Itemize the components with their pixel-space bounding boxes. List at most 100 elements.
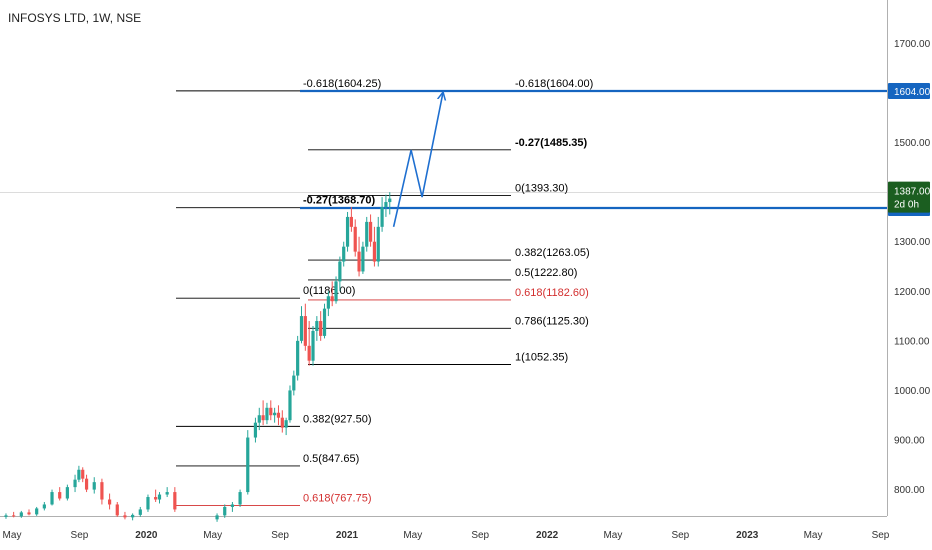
candle-body — [334, 281, 338, 302]
candle — [296, 335, 300, 381]
candle — [123, 511, 127, 520]
price-tick-label: 800.00 — [894, 485, 925, 496]
candle — [246, 430, 250, 495]
fib-level-label: 0(1186.00) — [303, 285, 355, 297]
candle — [42, 501, 46, 511]
bar-countdown-label: 2d 0h — [894, 200, 919, 211]
projection-arrow[interactable] — [392, 93, 443, 227]
candle — [257, 407, 261, 431]
fib-level-label: 0.786(1125.30) — [515, 315, 589, 327]
candle — [81, 467, 85, 483]
candle-body — [84, 478, 89, 490]
time-axis[interactable]: May Sep 2020 May Sep 2021 May Sep 2022 May Sep 2023… — [3, 530, 890, 541]
candle-body — [273, 412, 277, 416]
candle-body — [19, 512, 23, 517]
candle-body — [215, 515, 219, 520]
fib-level-label: 0.618(767.75) — [303, 493, 372, 505]
candle-body — [322, 308, 327, 336]
candle-body — [372, 241, 377, 262]
fib-retracement-2[interactable]: -0.618(1604.00) -0.27(1485.35) 0(1393.30) 0… — [308, 78, 593, 365]
candle — [131, 513, 135, 521]
candle — [376, 216, 380, 267]
candle-body — [280, 417, 284, 428]
candle-body — [4, 515, 8, 517]
candle — [342, 241, 346, 267]
candle — [319, 311, 323, 341]
price-axis[interactable]: 800.00 900.00 1000.00 1100.00 1200.00 1300.00… — [888, 39, 931, 496]
time-tick-label: 2023 — [736, 530, 759, 541]
time-tick-label: Sep — [671, 530, 689, 541]
time-tick-label: May — [203, 530, 222, 541]
candle-body — [342, 246, 346, 262]
candle — [353, 219, 357, 257]
candle — [273, 407, 277, 423]
candle-body — [35, 508, 39, 515]
candle — [388, 192, 392, 215]
candle-body — [42, 504, 46, 509]
candle — [380, 197, 384, 232]
candle-body — [288, 390, 292, 421]
candle — [100, 478, 104, 505]
candle — [365, 216, 369, 252]
candle-body — [230, 504, 235, 507]
candle-body — [357, 251, 361, 272]
price-marker-label: 1604.00 — [894, 87, 931, 98]
time-tick-label: 2021 — [336, 530, 359, 541]
candle-body — [368, 221, 373, 242]
candle — [157, 492, 162, 504]
fib-level-label: 0(1393.30) — [515, 182, 568, 194]
grid-layer — [0, 0, 888, 517]
candle — [357, 236, 361, 277]
candle — [165, 487, 169, 498]
candle-body — [50, 492, 54, 505]
candle — [334, 276, 338, 304]
time-tick-label: May — [804, 530, 823, 541]
fib-level-label: -0.27(1368.70) — [303, 195, 375, 207]
time-tick-label: 2022 — [536, 530, 559, 541]
time-tick-label: May — [603, 530, 622, 541]
time-tick-label: May — [3, 530, 22, 541]
last-price-marker[interactable]: 1387.00 2d 0h — [888, 181, 931, 213]
candle — [154, 489, 158, 502]
candle-body — [138, 509, 142, 515]
price-tick-label: 1100.00 — [894, 336, 930, 347]
price-tick-label: 1000.00 — [894, 386, 931, 397]
candle-body — [296, 340, 300, 376]
price-marker[interactable]: 1604.00 — [888, 83, 931, 99]
candle — [345, 211, 350, 252]
candle-body — [223, 506, 227, 516]
candle — [284, 417, 288, 436]
candle — [330, 281, 334, 307]
candle — [261, 400, 265, 426]
chart-title: INFOSYS LTD, 1W, NSE — [8, 11, 141, 25]
candle-body — [261, 415, 265, 421]
candle — [269, 400, 273, 421]
last-price-label: 1387.00 — [894, 187, 931, 198]
candle-body — [384, 202, 388, 208]
candle — [35, 506, 39, 516]
candle-body — [292, 375, 296, 391]
candle-body — [173, 492, 177, 510]
time-tick-label: Sep — [71, 530, 89, 541]
candle-body — [303, 316, 307, 346]
candle — [115, 501, 119, 517]
candle — [146, 494, 150, 512]
candle-body — [146, 497, 150, 510]
candle-body — [81, 469, 85, 479]
candle — [107, 493, 112, 510]
candle-body — [380, 207, 384, 227]
candle-body — [154, 497, 158, 500]
candle-body — [246, 437, 250, 493]
candle — [265, 402, 269, 425]
candle — [288, 385, 292, 423]
candle-body — [284, 420, 288, 428]
projection-path[interactable] — [392, 93, 443, 227]
candle-body — [123, 515, 127, 518]
candle-body — [299, 316, 304, 341]
candle — [253, 417, 258, 443]
candle-body — [319, 321, 323, 336]
fib-retracement-1[interactable]: -0.618(1604.25) -0.27(1368.70) 0(1186.00) 0… — [176, 78, 381, 507]
candle-body — [165, 492, 169, 495]
candle — [307, 321, 311, 366]
